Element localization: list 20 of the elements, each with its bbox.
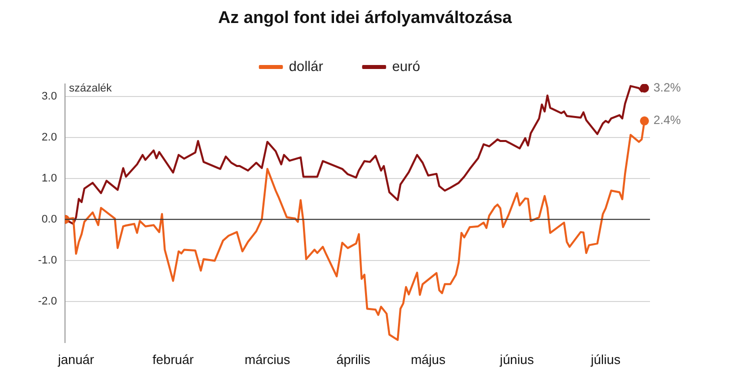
point <box>640 84 649 93</box>
x-tick-label: március <box>244 352 291 367</box>
x-tick-label: június <box>498 352 534 367</box>
x-tick-label: július <box>590 352 621 367</box>
y-tick-label: 2.0 <box>42 131 57 144</box>
y-tick-label: -2.0 <box>38 295 57 308</box>
annotation: 3.2% <box>653 80 682 94</box>
y-tick-label: -1.0 <box>38 254 57 266</box>
legend-label: euró <box>392 58 420 74</box>
legend-label: dollár <box>288 58 324 74</box>
x-tick-label: január <box>56 352 95 367</box>
annotation: 2.4% <box>653 113 682 128</box>
x-tick-label: április <box>336 352 371 367</box>
y-axis-title: százalék <box>68 82 112 94</box>
x-tick-label: február <box>152 352 194 367</box>
chart-title: Az angol font idei árfolyamváltozása <box>217 8 513 28</box>
x-tick-label: május <box>410 352 446 367</box>
y-tick-label: 0.0 <box>42 213 57 226</box>
y-tick-label: 1.0 <box>42 172 57 184</box>
y-tick-label: 3.0 <box>42 90 57 102</box>
